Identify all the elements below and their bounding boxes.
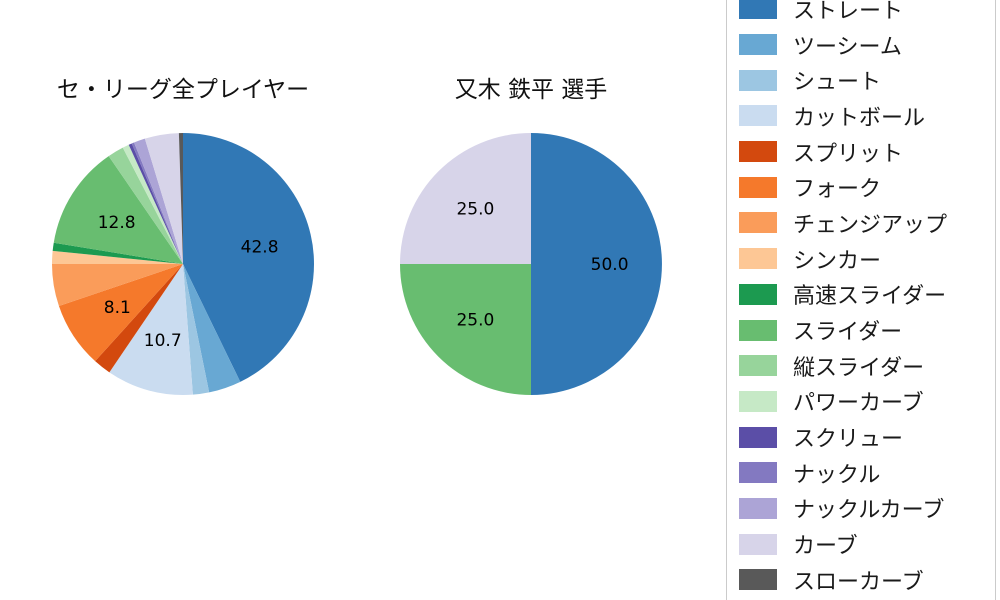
- legend-swatch-icon: [739, 212, 777, 234]
- pie-slice: [109, 264, 193, 395]
- pie-slice: [144, 133, 183, 264]
- player-pie-title: 又木 鉄平 選手: [454, 77, 608, 103]
- legend-swatch-icon: [739, 390, 777, 412]
- pie-value-label: 50.0: [591, 255, 629, 275]
- legend-swatch-icon: [739, 355, 777, 377]
- legend-item-label: ストレート: [793, 0, 904, 24]
- legend-swatch-icon: [739, 69, 777, 91]
- legend-swatch-icon: [739, 283, 777, 305]
- pie-slice: [131, 142, 183, 264]
- legend-item: ストレート: [739, 0, 983, 27]
- legend-swatch-icon: [739, 426, 777, 448]
- pie-slice: [53, 156, 183, 264]
- league-pie-title: セ・リーグ全プレイヤー: [56, 77, 310, 103]
- pie-slice: [178, 133, 183, 264]
- pie-value-label: 12.8: [98, 213, 136, 233]
- legend-swatch-icon: [739, 176, 777, 198]
- pie-slice: [183, 264, 210, 395]
- pie-slice: [400, 133, 531, 264]
- legend-swatch-icon: [739, 105, 777, 127]
- pie-slice: [108, 147, 183, 264]
- legend-swatch-icon: [739, 141, 777, 163]
- pie-slice: [183, 133, 314, 382]
- legend-item: スプリット: [739, 134, 983, 170]
- legend-item-label: スライダー: [793, 320, 903, 346]
- pie-value-label: 42.8: [241, 237, 279, 257]
- legend-item-label: 縦スライダー: [793, 355, 925, 381]
- legend-item: ナックル: [739, 455, 983, 491]
- legend-swatch-icon: [739, 569, 777, 591]
- legend-swatch-icon: [739, 319, 777, 341]
- legend-item-label: スクリュー: [793, 427, 904, 453]
- legend-item: ナックルカーブ: [739, 491, 983, 527]
- pie-chart-player: 50.0 25.0 25.0: [400, 133, 662, 395]
- legend-item: チェンジアップ: [739, 205, 983, 241]
- legend-item: スクリュー: [739, 419, 983, 455]
- pitch-type-legend: ストレートツーシームシュートカットボール スプリットフォークチェンジアップ シンカー…: [726, 0, 996, 600]
- legend-item-label: チェンジアップ: [793, 212, 948, 238]
- legend-item-label: スプリット: [793, 141, 904, 167]
- pie-slice: [58, 264, 184, 362]
- legend-item: フォーク: [739, 169, 983, 205]
- legend-item-label: 高速スライダー: [793, 284, 947, 310]
- legend-item: カットボール: [739, 98, 983, 134]
- pie-slice: [128, 143, 183, 264]
- legend-item: 縦スライダー: [739, 348, 983, 384]
- pie-value-label: 25.0: [456, 199, 494, 219]
- pie-value-label: 10.7: [144, 331, 182, 351]
- pie-slice: [52, 242, 184, 264]
- legend-item-label: シュート: [793, 70, 882, 96]
- pie-slice: [531, 133, 662, 395]
- pie-value-label: 25.0: [456, 311, 494, 331]
- pie-slice: [95, 264, 183, 373]
- legend-item-label: カットボール: [793, 105, 926, 131]
- pie-slice: [52, 250, 183, 264]
- legend-swatch-icon: [739, 0, 777, 20]
- legend-item-label: パワーカーブ: [793, 391, 924, 417]
- pie-slice: [52, 264, 183, 307]
- legend-item-label: ナックル: [793, 462, 881, 488]
- legend-swatch-icon: [739, 497, 777, 519]
- legend-item: スローカーブ: [739, 562, 983, 598]
- legend-item: パワーカーブ: [739, 384, 983, 420]
- pie-slice: [122, 144, 183, 264]
- legend-item: シュート: [739, 62, 983, 98]
- legend-item: ツーシーム: [739, 27, 983, 63]
- pie-slice: [134, 138, 183, 264]
- legend-item-label: ナックルカーブ: [793, 498, 945, 524]
- legend-swatch-icon: [739, 34, 777, 56]
- legend-items: ストレートツーシームシュートカットボール スプリットフォークチェンジアップ シンカー…: [739, 0, 983, 598]
- legend-item: スライダー: [739, 312, 983, 348]
- legend-item: カーブ: [739, 526, 983, 562]
- legend-item-label: スローカーブ: [793, 569, 924, 595]
- legend-item: 高速スライダー: [739, 277, 983, 313]
- pie-value-label: 8.1: [104, 298, 131, 318]
- pie-chart-league-all-players: 42.8 10.7 8.1 12.8: [52, 133, 314, 395]
- legend-item-label: フォーク: [793, 177, 882, 203]
- legend-item-label: ツーシーム: [793, 34, 902, 60]
- legend-swatch-icon: [739, 462, 777, 484]
- legend-swatch-icon: [739, 533, 777, 555]
- legend-item: シンカー: [739, 241, 983, 277]
- legend-item-label: カーブ: [793, 534, 858, 560]
- pie-slice: [400, 264, 531, 395]
- legend-swatch-icon: [739, 248, 777, 270]
- pie-slice: [183, 264, 241, 393]
- legend-item-label: シンカー: [793, 248, 882, 274]
